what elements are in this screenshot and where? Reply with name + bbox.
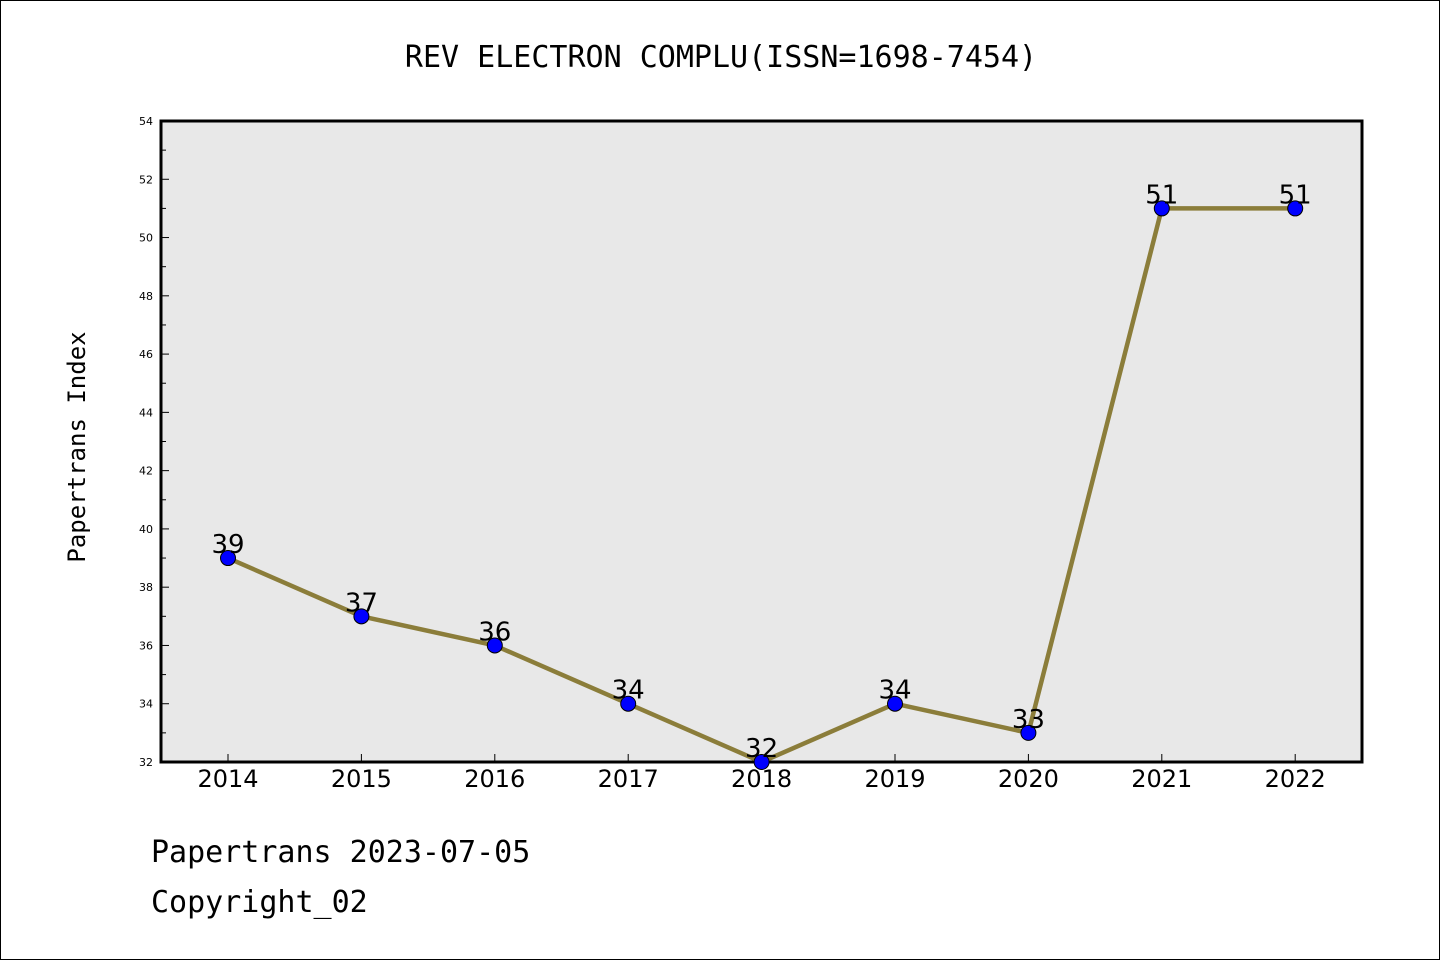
footer-copyright-text: Copyright_02 (151, 885, 368, 920)
y-tick-label: 36 (139, 639, 153, 652)
data-point (620, 695, 637, 712)
y-tick-label: 50 (139, 232, 153, 245)
data-label: 33 (1012, 705, 1045, 735)
x-tick-label: 2022 (1265, 765, 1326, 793)
data-point (1153, 200, 1170, 217)
data-label: 51 (1279, 180, 1312, 210)
x-tick-label: 2019 (864, 765, 925, 793)
data-label: 34 (878, 676, 911, 706)
y-axis-label: Papertrans Index (63, 331, 91, 562)
chart-title: REV ELECTRON COMPLU(ISSN=1698-7454) (405, 40, 1037, 75)
y-tick-label: 40 (139, 523, 153, 536)
x-tick-label: 2020 (998, 765, 1059, 793)
footer-date-text: Papertrans 2023-07-05 (151, 835, 531, 870)
data-point (887, 695, 903, 712)
data-point (1020, 724, 1037, 741)
data-label: 36 (478, 617, 511, 647)
data-point (353, 608, 370, 625)
y-tick-label: 52 (139, 173, 153, 186)
data-point (1287, 200, 1304, 217)
data-point (220, 550, 236, 567)
data-point (753, 754, 770, 770)
x-tick-label: 2021 (1131, 765, 1192, 793)
data-label: 51 (1145, 180, 1178, 210)
x-tick-label: 2017 (598, 765, 659, 793)
y-tick-label: 38 (139, 581, 153, 594)
data-label: 37 (345, 588, 378, 618)
y-tick-label: 44 (139, 406, 153, 419)
x-tick-label: 2014 (197, 765, 258, 793)
y-tick-label: 34 (139, 698, 153, 711)
data-label: 32 (745, 734, 778, 764)
y-tick-label: 32 (139, 756, 153, 769)
y-tick-label: 48 (139, 290, 153, 303)
y-tick-label: 42 (139, 465, 153, 478)
x-tick-label: 2015 (331, 765, 392, 793)
data-label: 39 (211, 530, 244, 560)
data-point (486, 637, 503, 654)
data-series (220, 200, 1304, 770)
axis-ticks: 32 34 36 38 40 42 44 46 48 50 52 54 2014 2015 2016 2017… (139, 115, 1326, 793)
x-tick-label: 2016 (464, 765, 525, 793)
y-tick-label: 46 (139, 348, 153, 361)
plot-area (159, 119, 1364, 764)
data-label: 34 (612, 676, 645, 706)
data-labels: 39 37 36 34 32 34 33 51 51 (211, 180, 1311, 764)
y-tick-label: 54 (139, 115, 153, 128)
